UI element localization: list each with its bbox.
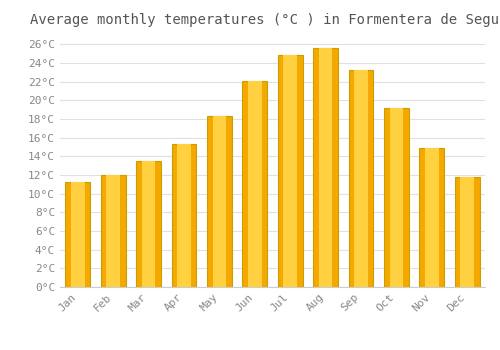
Bar [354, 70, 368, 287]
Bar [460, 177, 474, 287]
Bar [106, 175, 120, 287]
Bar [142, 161, 156, 287]
Bar [420, 148, 444, 287]
Bar [172, 144, 196, 287]
Bar [66, 182, 90, 287]
Bar [313, 48, 338, 287]
Bar [248, 81, 262, 287]
Bar [278, 55, 302, 287]
Bar [384, 108, 409, 287]
Bar [348, 70, 374, 287]
Bar [207, 116, 232, 287]
Bar [71, 182, 85, 287]
Bar [177, 144, 191, 287]
Bar [136, 161, 161, 287]
Bar [284, 55, 297, 287]
Bar [242, 81, 267, 287]
Bar [319, 48, 332, 287]
Bar [212, 116, 226, 287]
Bar [425, 148, 438, 287]
Bar [390, 108, 404, 287]
Bar [100, 175, 126, 287]
Bar [455, 177, 479, 287]
Title: Average monthly temperatures (°C ) in Formentera de Segura: Average monthly temperatures (°C ) in Fo… [30, 13, 500, 27]
